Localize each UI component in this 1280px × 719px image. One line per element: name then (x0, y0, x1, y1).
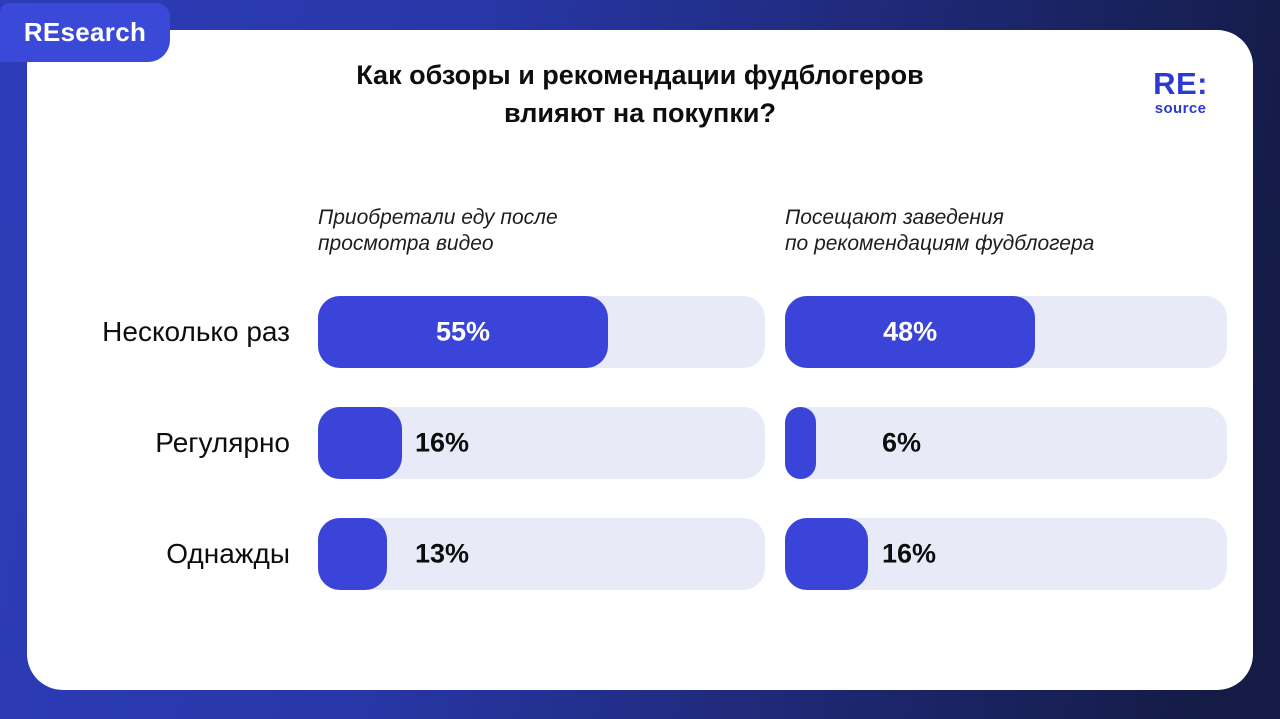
resource-logo-top: RE: (1153, 66, 1208, 101)
bar-track: 16% (785, 518, 1227, 590)
bar-track: 16% (318, 407, 765, 479)
bar-track: 55% (318, 296, 765, 368)
bar-value-label: 6% (882, 427, 922, 458)
column-header-1: Приобретали еду после просмотра видео (318, 206, 558, 255)
chart-row: Регулярно 16% 6% (27, 407, 1227, 479)
bar-track: 13% (318, 518, 765, 590)
bar-fill (785, 296, 1036, 368)
bar-value-label: 13% (415, 538, 470, 569)
chart-card: RE: source Как обзоры и рекомендации фуд… (27, 30, 1253, 690)
bar-value-label: 48% (883, 316, 938, 347)
resource-logo: RE: source (1153, 68, 1208, 116)
resource-logo-bottom: source (1154, 100, 1207, 117)
chart-rows: Несколько раз 55% 48% Регулярно 16% 6% Однажды… (27, 296, 1227, 590)
row-label: Однажды (166, 538, 290, 569)
bar-fill (318, 518, 387, 590)
bar-value-label: 16% (882, 538, 937, 569)
chart-row: Несколько раз 55% 48% (27, 296, 1227, 368)
bar-value-label: 16% (415, 427, 470, 458)
chart-row: Однажды 13% 16% (27, 518, 1227, 590)
bar-value-label: 55% (436, 316, 491, 347)
bar-chart: Приобретали еду после просмотра видео По… (27, 205, 1227, 590)
column-header-2: Посещают заведения по рекомендациям фудб… (785, 206, 1095, 255)
bar-track: 6% (785, 407, 1227, 479)
bar-track: 48% (785, 296, 1227, 368)
bar-fill (785, 518, 869, 590)
chart-title: Как обзоры и рекомендации фудблогеров вл… (356, 60, 924, 128)
bar-fill (318, 407, 403, 479)
row-label: Несколько раз (102, 316, 290, 347)
bar-fill (785, 407, 817, 479)
research-badge: REsearch (0, 3, 170, 62)
research-badge-label: REsearch (23, 17, 147, 47)
row-label: Регулярно (155, 427, 290, 458)
column-headers: Приобретали еду после просмотра видео По… (27, 205, 1227, 257)
bar-fill (318, 296, 609, 368)
